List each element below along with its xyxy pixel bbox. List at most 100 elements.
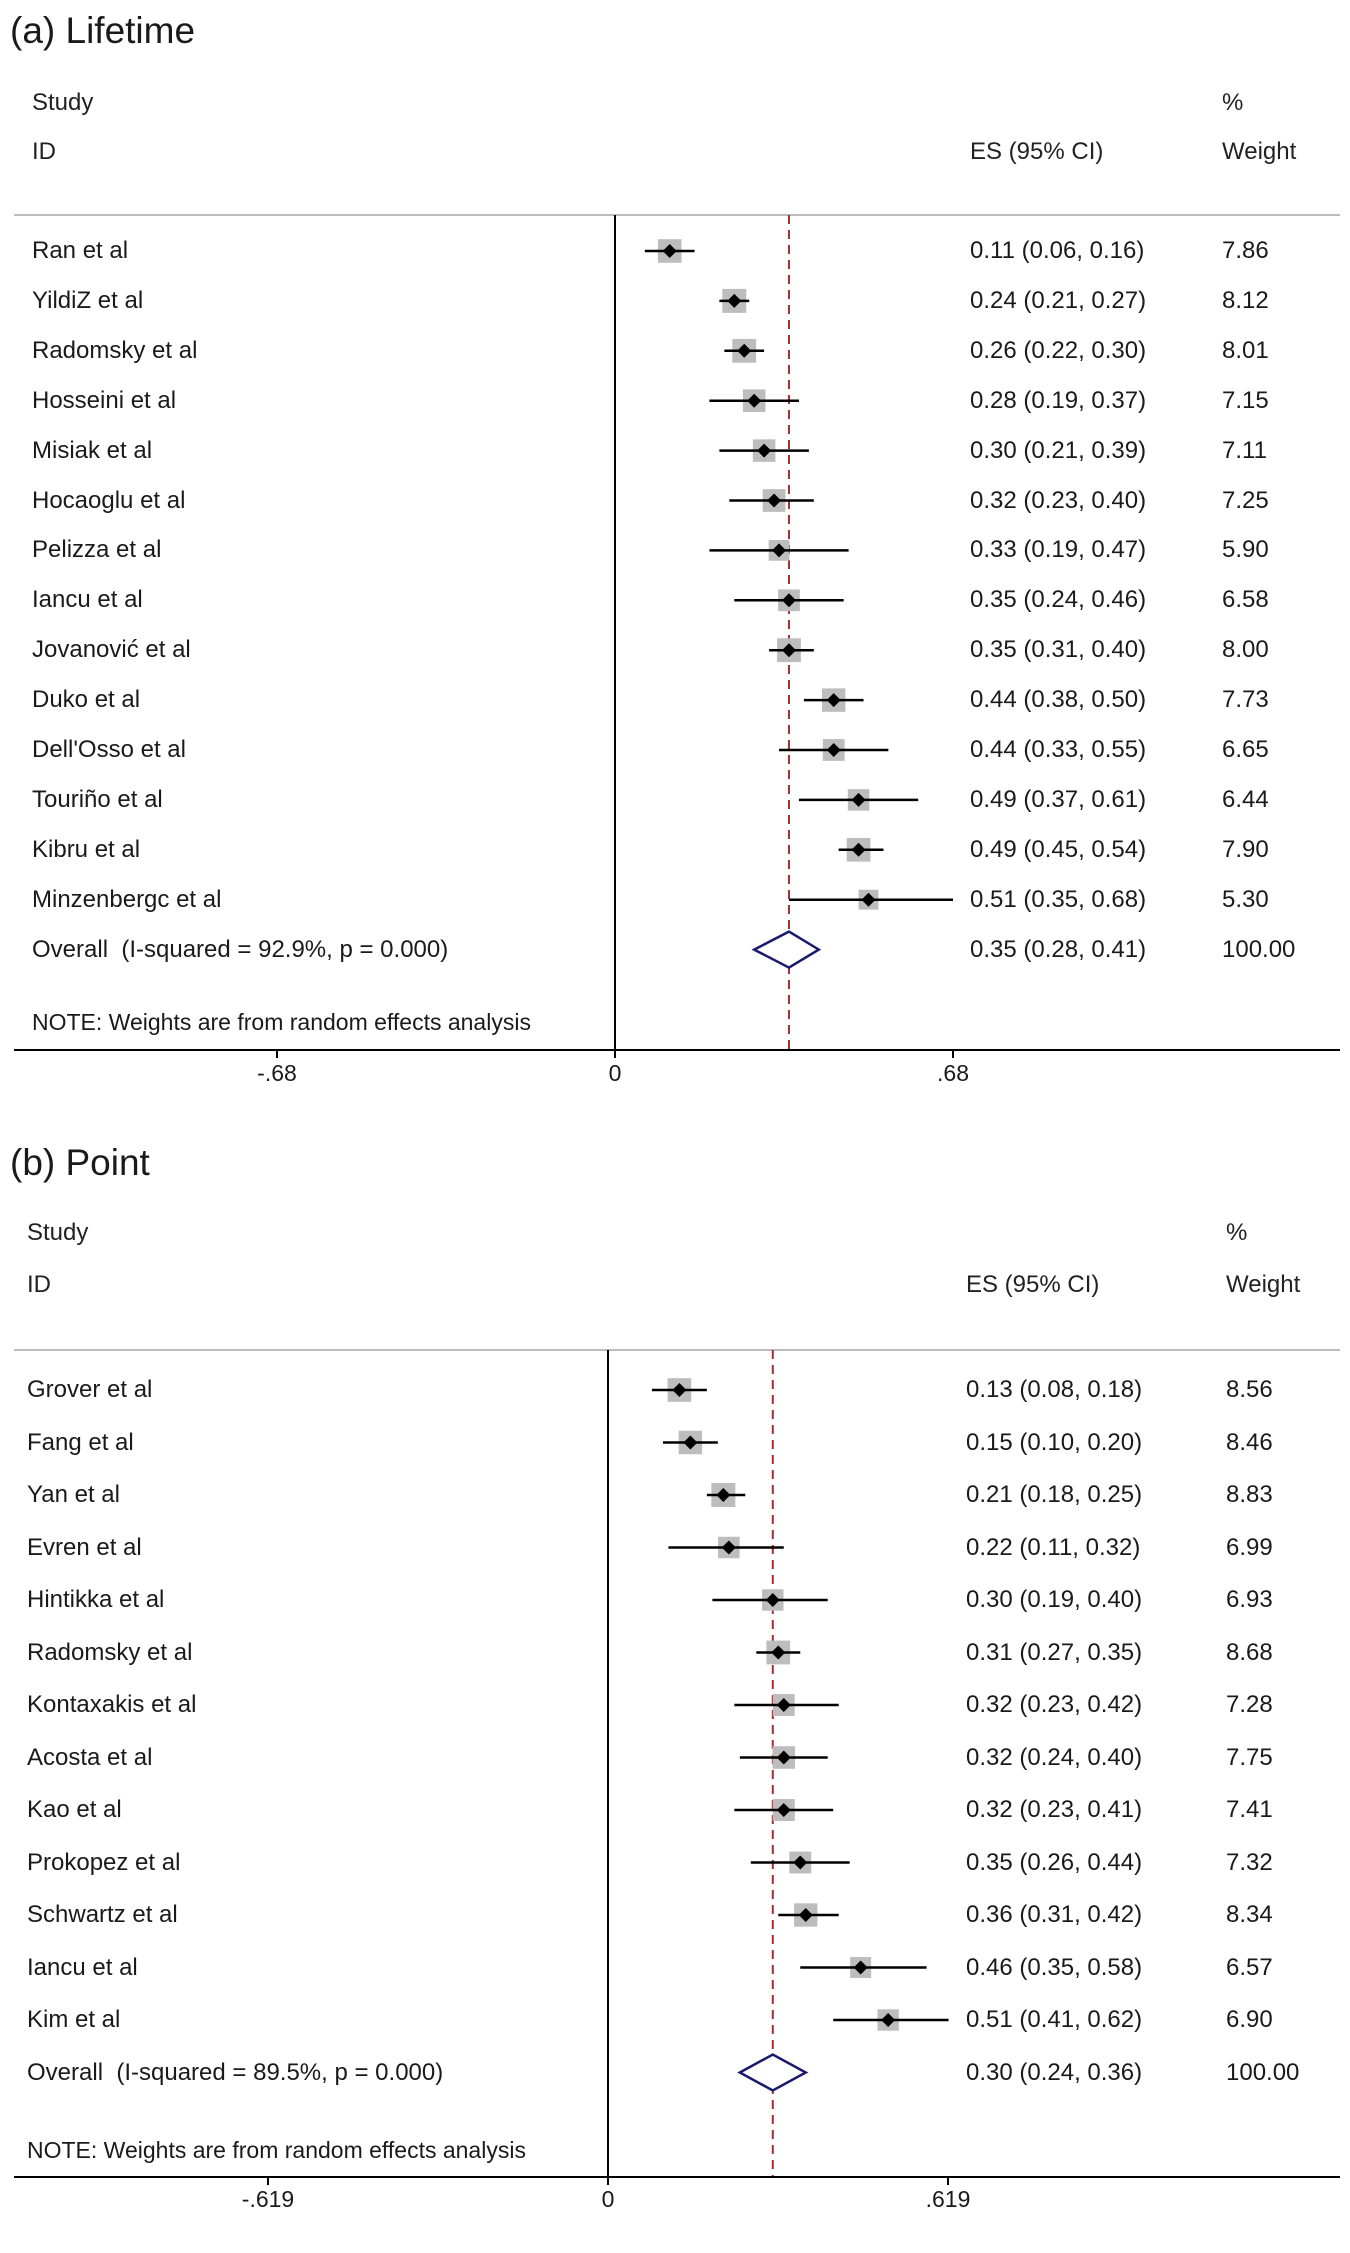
study-weight: 7.11	[1222, 436, 1267, 464]
study-es-ci: 0.49 (0.37, 0.61)	[970, 785, 1147, 813]
study-es-ci: 0.24 (0.21, 0.27)	[970, 286, 1147, 314]
study-es-ci: 0.46 (0.35, 0.58)	[966, 1953, 1143, 1981]
study-weight: 6.57	[1226, 1953, 1273, 1981]
point-estimate	[683, 1435, 698, 1450]
header-id: ID	[32, 138, 56, 165]
overall-es-ci: 0.35 (0.28, 0.41)	[970, 935, 1147, 963]
study-weight: 6.93	[1226, 1586, 1273, 1613]
study-weight: 7.28	[1226, 1691, 1273, 1718]
study-weight: 5.90	[1222, 536, 1269, 564]
study-es-ci: 0.32 (0.23, 0.41)	[966, 1796, 1143, 1823]
study-es-ci: 0.31 (0.27, 0.35)	[966, 1638, 1143, 1666]
study-weight: 7.90	[1222, 835, 1269, 863]
study-es-ci: 0.32 (0.23, 0.42)	[966, 1691, 1143, 1718]
study-id: Radomsky et al	[27, 1638, 193, 1666]
point-estimate	[851, 842, 866, 857]
study-weight: 6.44	[1222, 785, 1269, 813]
study-weight: 8.56	[1226, 1376, 1273, 1403]
header-weight: Weight	[1222, 138, 1297, 165]
point-estimate	[826, 743, 841, 757]
study-weight: 8.83	[1226, 1481, 1273, 1508]
study-weight: 8.34	[1226, 1901, 1273, 1928]
point-estimate	[776, 1803, 791, 1817]
point-estimate	[721, 1540, 736, 1555]
study-weight: 7.86	[1222, 237, 1269, 264]
study-weight: 7.15	[1222, 386, 1269, 414]
header-id: ID	[27, 1271, 51, 1298]
panel-title: (b) Point	[10, 1142, 150, 1183]
study-weight: 7.73	[1222, 686, 1269, 714]
forest-plot-lifetime: (a) Lifetime Study ID ES (95% CI)% Weight -.6…	[0, 0, 1350, 1115]
overall-weight: 100.00	[1222, 935, 1296, 963]
study-es-ci: 0.26 (0.22, 0.30)	[970, 336, 1147, 364]
x-tick-label: -.68	[257, 1060, 297, 1086]
study-weight: 6.99	[1226, 1533, 1273, 1561]
point-estimate	[851, 792, 866, 807]
study-es-ci: 0.30 (0.21, 0.39)	[970, 436, 1147, 464]
point-estimate	[765, 1593, 780, 1607]
point-estimate	[781, 593, 796, 608]
study-es-ci: 0.30 (0.19, 0.40)	[966, 1586, 1143, 1613]
forest-plot-canvas	[14, 1349, 1340, 2185]
point-estimate	[781, 643, 796, 658]
point-estimate	[771, 1645, 786, 1660]
study-id: Hintikka et al	[27, 1586, 165, 1613]
point-estimate	[747, 393, 762, 408]
point-estimate	[767, 493, 782, 508]
study-id: Radomsky et al	[32, 336, 198, 364]
study-es-ci: 0.44 (0.38, 0.50)	[970, 686, 1147, 714]
point-estimate	[853, 1960, 868, 1975]
study-es-ci: 0.35 (0.24, 0.46)	[970, 586, 1147, 614]
header-es: ES (95% CI)	[970, 138, 1104, 165]
x-tick-label: -.619	[241, 2186, 295, 2212]
study-id: Jovanović et al	[32, 636, 191, 664]
study-es-ci: 0.32 (0.24, 0.40)	[966, 1743, 1143, 1771]
point-estimate	[826, 693, 841, 708]
point-estimate	[672, 1383, 687, 1397]
study-weight: 7.75	[1226, 1743, 1273, 1771]
header-percent: %	[1222, 89, 1244, 116]
overall-label: Overall (I-squared = 92.9%, p = 0.000)	[32, 935, 449, 963]
study-es-ci: 0.32 (0.23, 0.40)	[970, 486, 1147, 514]
study-id: Schwartz et al	[27, 1901, 178, 1928]
study-id: YildiZ et al	[32, 286, 144, 314]
header-es: ES (95% CI)	[966, 1271, 1100, 1298]
study-id: Pelizza et al	[32, 536, 162, 564]
study-es-ci: 0.36 (0.31, 0.42)	[966, 1901, 1143, 1928]
point-estimate	[757, 443, 772, 458]
study-es-ci: 0.49 (0.45, 0.54)	[970, 835, 1147, 863]
study-es-ci: 0.22 (0.11, 0.32)	[966, 1533, 1141, 1561]
study-weight: 6.58	[1222, 586, 1269, 614]
study-es-ci: 0.44 (0.33, 0.55)	[970, 736, 1147, 763]
overall-diamond	[751, 930, 822, 970]
point-estimate	[772, 543, 787, 558]
study-id: Hosseini et al	[32, 386, 177, 414]
study-id: Acosta et al	[27, 1743, 153, 1771]
study-id: Kao et al	[27, 1796, 122, 1823]
study-weight: 8.01	[1222, 336, 1269, 364]
study-weight: 6.65	[1222, 736, 1269, 763]
header-study: Study	[32, 89, 94, 116]
overall-es-ci: 0.30 (0.24, 0.36)	[966, 2058, 1143, 2086]
point-estimate	[716, 1488, 731, 1502]
x-tick-label: .68	[937, 1060, 969, 1086]
overall-diamond	[737, 2053, 809, 2092]
study-weight: 8.12	[1222, 286, 1269, 314]
study-weight: 7.32	[1226, 1848, 1273, 1876]
study-id: Dell'Osso et al	[32, 736, 186, 763]
study-id: Iancu et al	[32, 586, 143, 614]
point-estimate	[776, 1750, 791, 1765]
note-text: NOTE: Weights are from random effects an…	[27, 2137, 526, 2163]
overall-weight: 100.00	[1226, 2058, 1300, 2086]
study-es-ci: 0.21 (0.18, 0.25)	[966, 1481, 1143, 1508]
note-text: NOTE: Weights are from random effects an…	[32, 1009, 531, 1035]
study-id: Kibru et al	[32, 835, 141, 863]
study-weight: 6.90	[1226, 2006, 1273, 2033]
study-es-ci: 0.51 (0.41, 0.62)	[966, 2006, 1143, 2033]
study-id: Kim et al	[27, 2006, 121, 2033]
x-tick-label: 0	[608, 1060, 622, 1086]
study-id: Prokopez et al	[27, 1848, 181, 1876]
study-es-ci: 0.28 (0.19, 0.37)	[970, 386, 1147, 414]
point-estimate	[662, 244, 677, 258]
study-id: Kontaxakis et al	[27, 1691, 197, 1718]
